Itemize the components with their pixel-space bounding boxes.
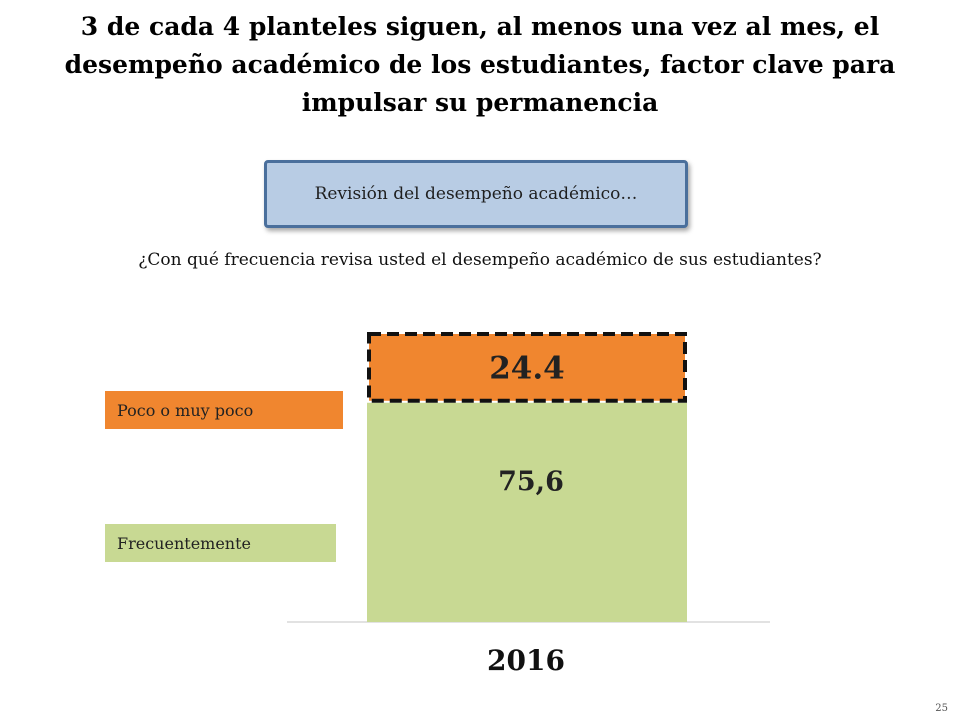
survey-question: ¿Con qué frecuencia revisa usted el dese… — [138, 250, 822, 270]
legend-poco-o-muy-poco: Poco o muy poco — [105, 391, 343, 429]
bar-poco-o-muy-poco — [367, 332, 687, 403]
legend-label-frecuentemente: Frecuentemente — [117, 533, 251, 553]
slide-title: 3 de cada 4 planteles siguen, al menos u… — [64, 12, 896, 117]
bar-frecuentemente — [367, 402, 687, 622]
section-label-box: Revisión del desempeño académico… — [264, 160, 688, 228]
legend-frecuentemente: Frecuentemente — [105, 524, 336, 562]
section-label: Revisión del desempeño académico… — [314, 184, 638, 204]
legend-label-poco: Poco o muy poco — [117, 400, 254, 420]
data-label-frecuentemente: 75,6 — [498, 466, 564, 497]
page-number: 25 — [935, 703, 948, 714]
data-label-poco-o-muy-poco: 24.4 — [489, 350, 565, 386]
x-tick-label-2016: 2016 — [487, 644, 565, 677]
